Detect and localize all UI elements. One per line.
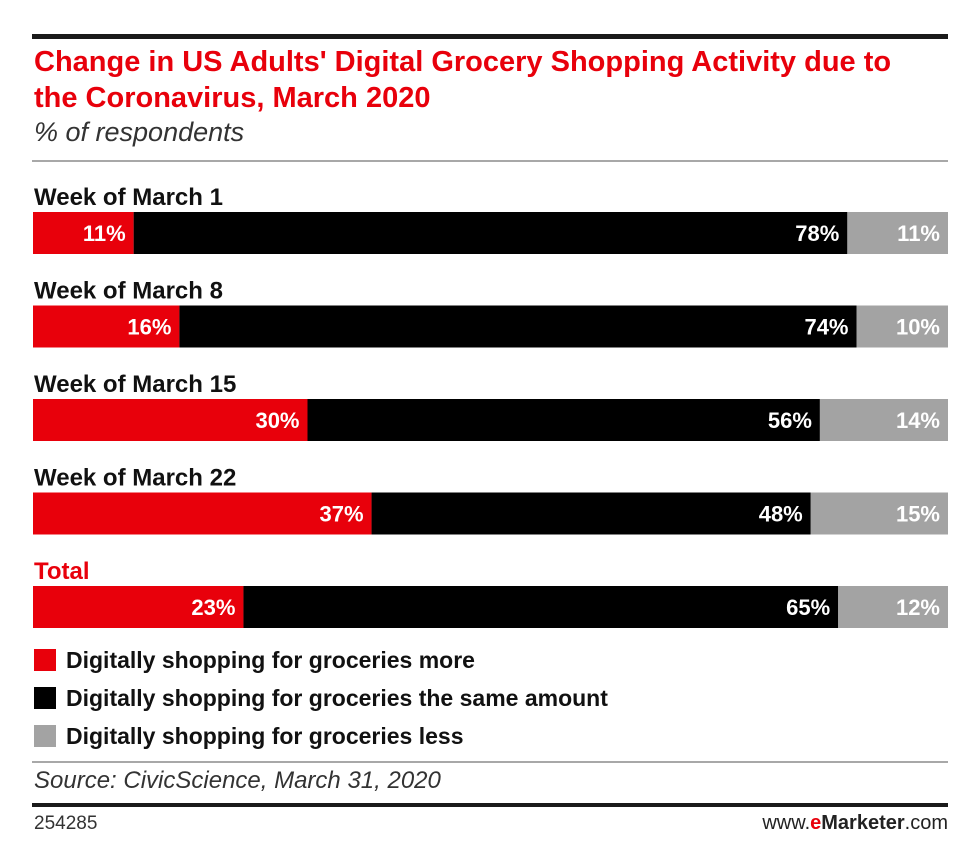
legend-label-more: Digitally shopping for groceries more [66, 646, 475, 673]
data-label-week-of-march-8-more: 16% [127, 315, 171, 340]
legend-item-less: Digitally shopping for groceries less [34, 721, 934, 751]
legend-label-same: Digitally shopping for groceries the sam… [66, 684, 608, 711]
bar-week-of-march-15-less [819, 399, 948, 441]
brand-name: Marketer [821, 812, 905, 834]
bar-week-of-march-1-same [133, 212, 848, 254]
top-rule [32, 34, 948, 39]
source-note: Source: CivicScience, March 31, 2020 [34, 767, 441, 794]
data-label-week-of-march-22-same: 48% [759, 502, 803, 527]
legend-swatch-less [34, 725, 56, 747]
bar-week-of-march-8-more [33, 305, 180, 348]
bar-week-of-march-8-same [179, 305, 857, 348]
brand-prefix: www. [762, 812, 811, 834]
data-label-week-of-march-15-less: 14% [896, 408, 940, 433]
legend-swatch-more [34, 649, 56, 671]
legend-label-less: Digitally shopping for groceries less [66, 722, 464, 749]
brand-suffix: .com [904, 812, 948, 834]
header-divider [32, 160, 948, 162]
legend-swatch-same [34, 687, 56, 709]
bar-week-of-march-22-less [810, 492, 948, 535]
bar-week-of-march-8-less [856, 305, 948, 348]
category-label-week-of-march-22: Week of March 22 [34, 465, 236, 492]
data-label-week-of-march-22-less: 15% [896, 502, 940, 527]
data-label-week-of-march-8-same: 74% [804, 315, 848, 340]
data-label-week-of-march-1-same: 78% [795, 221, 839, 246]
data-label-week-of-march-1-more: 11% [83, 221, 126, 246]
bar-week-of-march-22-more [33, 492, 372, 535]
category-label-week-of-march-1: Week of March 1 [34, 184, 223, 211]
bar-week-of-march-1-less [847, 212, 948, 254]
category-label-week-of-march-15: Week of March 15 [34, 371, 236, 398]
brand-e: e [810, 812, 822, 834]
bar-week-of-march-22-same [371, 492, 811, 535]
bar-total-less [838, 586, 948, 628]
bar-total-more [33, 586, 244, 628]
bar-total-same [243, 586, 839, 628]
bar-week-of-march-15-same [307, 399, 820, 441]
chart-id: 254285 [34, 813, 98, 834]
data-label-total-same: 65% [786, 595, 830, 620]
bar-week-of-march-15-more [33, 399, 308, 441]
data-label-total-more: 23% [191, 595, 235, 620]
bottom-rule [32, 803, 948, 807]
category-label-total: Total [34, 558, 90, 585]
brand-logo: www.eMarketer.com [762, 812, 948, 835]
bar-week-of-march-1-more [33, 212, 134, 254]
data-label-total-less: 12% [896, 595, 940, 620]
data-label-week-of-march-1-less: 11% [897, 221, 940, 246]
source-divider [32, 761, 948, 763]
legend-item-more: Digitally shopping for groceries more [34, 645, 934, 675]
data-label-week-of-march-8-less: 10% [896, 315, 940, 340]
chart-title: Change in US Adults' Digital Grocery Sho… [34, 46, 892, 114]
legend-item-same: Digitally shopping for groceries the sam… [34, 683, 934, 713]
data-label-week-of-march-22-more: 37% [320, 502, 364, 527]
data-label-week-of-march-15-same: 56% [768, 408, 812, 433]
category-label-week-of-march-8: Week of March 8 [34, 278, 223, 305]
chart-subtitle: % of respondents [34, 117, 245, 147]
data-label-week-of-march-15-more: 30% [255, 408, 299, 433]
